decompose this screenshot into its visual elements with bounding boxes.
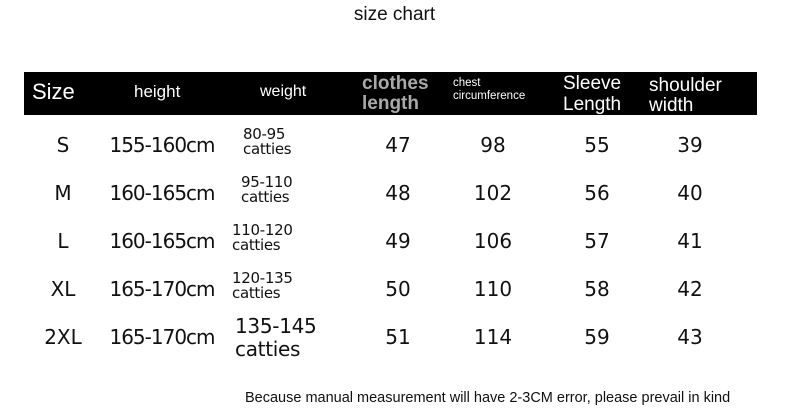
- cell-height: 165-170cm: [109, 277, 215, 301]
- cell-size: M: [54, 181, 72, 205]
- header-size: Size: [32, 79, 75, 104]
- cell-weight-line1: 110-120: [232, 221, 293, 239]
- header-clothes-length-line1: clothes: [362, 73, 429, 94]
- cell-weight-line1: 95-110: [241, 173, 293, 191]
- cell-height: 160-165cm: [109, 181, 215, 205]
- cell-sleeve: 56: [584, 181, 610, 205]
- header-sleeve-line1: Sleeve: [563, 73, 622, 94]
- cell-weight: 120-135 catties: [232, 271, 293, 301]
- header-shoulder-line2: width: [649, 95, 694, 116]
- cell-weight: 95-110 catties: [241, 173, 293, 206]
- cell-clothes-length: 51: [385, 325, 411, 349]
- cell-sleeve: 58: [584, 277, 610, 301]
- cell-weight-line2: catties: [235, 337, 301, 361]
- cell-weight-line1: 135-145: [235, 314, 317, 338]
- cell-weight-line2: catties: [232, 284, 281, 302]
- cell-chest: 114: [473, 325, 513, 349]
- cell-weight-line2: catties: [232, 236, 281, 254]
- header-chest: chest circumference: [453, 77, 525, 103]
- cell-clothes-length: 49: [385, 229, 411, 253]
- cell-shoulder: 43: [677, 325, 703, 349]
- cell-chest: 98: [480, 133, 506, 157]
- cell-weight: 110-120 catties: [232, 223, 293, 253]
- header-shoulder: shoulder width: [649, 76, 722, 116]
- cell-chest: 106: [473, 229, 513, 253]
- cell-height: 160-165cm: [109, 229, 215, 253]
- cell-weight-line2: catties: [243, 140, 292, 158]
- cell-sleeve: 55: [584, 133, 610, 157]
- cell-size: L: [57, 229, 69, 253]
- cell-shoulder: 42: [677, 277, 703, 301]
- cell-shoulder: 39: [677, 133, 703, 157]
- cell-size: S: [56, 133, 70, 157]
- header-sleeve-line2: Length: [563, 94, 622, 115]
- header-sleeve: Sleeve Length: [563, 73, 621, 115]
- cell-chest: 110: [473, 277, 513, 301]
- measurement-note: Because manual measurement will have 2-3…: [245, 390, 731, 406]
- header-weight: weight: [260, 83, 307, 100]
- header-chest-line1: chest: [453, 77, 481, 89]
- cell-weight: 80-95 catties: [243, 125, 292, 158]
- cell-clothes-length: 50: [385, 277, 411, 301]
- cell-size: XL: [50, 277, 76, 301]
- cell-shoulder: 41: [677, 229, 703, 253]
- cell-weight-line2: catties: [241, 188, 290, 206]
- cell-weight-line1: 80-95: [243, 125, 286, 143]
- header-height: height: [134, 82, 181, 101]
- cell-size: 2XL: [44, 325, 82, 349]
- cell-sleeve: 59: [584, 325, 610, 349]
- table-header: Size height weight clothes length chest …: [24, 72, 757, 116]
- header-shoulder-line1: shoulder: [649, 75, 722, 96]
- header-clothes-length-line2: length: [362, 93, 419, 114]
- chart-title: size chart: [353, 4, 436, 25]
- header-clothes-length: clothes length: [362, 74, 429, 114]
- cell-weight-line1: 120-135: [232, 269, 293, 287]
- cell-height: 155-160cm: [109, 133, 215, 157]
- cell-shoulder: 40: [677, 181, 703, 205]
- header-chest-line2: circumference: [453, 90, 526, 102]
- cell-clothes-length: 48: [385, 181, 411, 205]
- cell-sleeve: 57: [584, 229, 610, 253]
- cell-clothes-length: 47: [385, 133, 411, 157]
- cell-chest: 102: [473, 181, 513, 205]
- cell-height: 165-170cm: [109, 325, 215, 349]
- cell-weight: 135-145 catties: [235, 314, 317, 361]
